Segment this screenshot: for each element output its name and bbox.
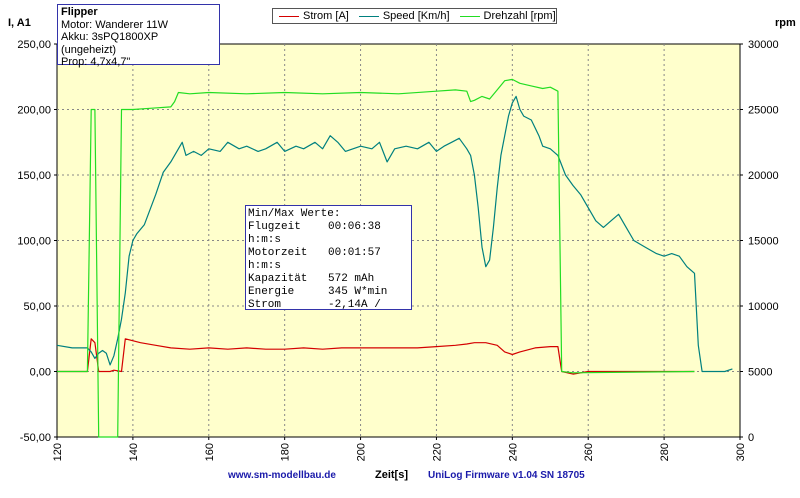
legend-label-drehzahl: Drehzahl [rpm] bbox=[483, 10, 556, 22]
y-tick-label-left: 150,00 bbox=[17, 170, 51, 182]
y-tick-label-right: 0 bbox=[748, 432, 754, 444]
x-tick-label: 140 bbox=[128, 443, 140, 461]
y-tick-label-right: 20000 bbox=[748, 170, 779, 182]
x-tick-label: 300 bbox=[735, 443, 747, 461]
stats-value: 00:06:38 bbox=[328, 221, 381, 233]
legend-label-speed: Speed [Km/h] bbox=[382, 10, 450, 22]
stats-label: h:m:s bbox=[248, 260, 282, 272]
stats-value: 345 W*min bbox=[328, 286, 388, 298]
stats-label: Motorzeit bbox=[248, 247, 308, 259]
y-tick-label-left: 250,00 bbox=[17, 39, 51, 51]
stats-row: Motorzeit 00:01:57 bbox=[248, 247, 409, 260]
x-tick-label: 240 bbox=[507, 443, 519, 461]
legend-swatch-drehzahl bbox=[459, 15, 480, 17]
legend-swatch-strom bbox=[279, 15, 299, 17]
info-akku: Akku: 3sPQ1800XP (ungeheizt) bbox=[61, 31, 159, 56]
footer-firmware: UniLog Firmware v1.04 SN 18705 bbox=[428, 470, 585, 481]
y-tick-label-left: 100,00 bbox=[17, 236, 51, 248]
y-tick-label-left: 200,00 bbox=[17, 105, 51, 117]
stats-value: -2,14A / bbox=[328, 299, 381, 311]
y-axis-label-right: rpm bbox=[775, 17, 796, 29]
y-tick-label-right: 10000 bbox=[748, 301, 779, 313]
series-group bbox=[56, 78, 733, 438]
x-tick-label: 260 bbox=[583, 443, 595, 461]
x-tick-label: 160 bbox=[204, 443, 216, 461]
x-tick-label: 120 bbox=[52, 443, 64, 461]
legend-item-speed: Speed [Km/h] bbox=[358, 10, 450, 22]
legend-swatch-speed bbox=[358, 15, 379, 17]
stats-label: h:m:s bbox=[248, 234, 282, 246]
stats-label: Flugzeit bbox=[248, 221, 301, 233]
x-tick-label: 280 bbox=[659, 443, 671, 461]
footer-website[interactable]: www.sm-modellbau.de bbox=[228, 470, 336, 481]
y-tick-label-left: 50,00 bbox=[23, 301, 51, 313]
stats-row: Kapazität 572 mAh bbox=[248, 273, 409, 286]
x-tick-label: 180 bbox=[280, 443, 292, 461]
info-prop: Prop: 4,7x4,7" bbox=[61, 56, 131, 68]
legend: Strom [A] Speed [Km/h] Drehzahl [rpm] bbox=[272, 8, 557, 24]
legend-item-drehzahl: Drehzahl [rpm] bbox=[459, 10, 556, 22]
stats-value: 00:01:57 bbox=[328, 247, 381, 259]
series-line-2 bbox=[57, 78, 695, 438]
stats-value: 572 mAh bbox=[328, 273, 375, 285]
tick-labels: -50,00 0,00 50,00 100,00 150,00 200,00 250,00 0… bbox=[17, 39, 778, 461]
stats-title: Min/Max Werte: bbox=[248, 208, 341, 220]
stats-row: h:m:s bbox=[248, 234, 409, 247]
y-tick-label-right: 25000 bbox=[748, 105, 779, 117]
series-line-1 bbox=[56, 95, 733, 373]
y-tick-label-left: 0,00 bbox=[30, 367, 51, 379]
x-axis-label: Zeit[s] bbox=[375, 469, 408, 481]
stats-row: Strom -2,14A / bbox=[248, 299, 409, 312]
y-tick-label-right: 30000 bbox=[748, 39, 779, 51]
series-line-0 bbox=[57, 338, 695, 375]
y-axis-label-left: I, A1 bbox=[8, 17, 31, 29]
stats-row: Flugzeit 00:06:38 bbox=[248, 221, 409, 234]
legend-item-strom: Strom [A] bbox=[279, 10, 349, 22]
legend-label-strom: Strom [A] bbox=[303, 10, 349, 22]
y-tick-label-left: -50,00 bbox=[20, 432, 51, 444]
y-tick-label-right: 15000 bbox=[748, 236, 779, 248]
x-tick-label: 200 bbox=[356, 443, 368, 461]
y-tick-label-right: 5000 bbox=[748, 367, 772, 379]
stats-label: Kapazität bbox=[248, 273, 308, 285]
stats-label: Energie bbox=[248, 286, 295, 298]
stats-label: Strom bbox=[248, 299, 282, 311]
stats-box: Min/Max Werte: Flugzeit 00:06:38 h:m:s Mo… bbox=[245, 205, 412, 312]
info-box: Flipper Motor: Wanderer 11W Akku: 3sPQ18… bbox=[57, 4, 220, 68]
x-tick-label: 220 bbox=[431, 443, 443, 461]
info-title: Flipper bbox=[61, 6, 98, 18]
stats-row: h:m:s bbox=[248, 260, 409, 273]
stats-row: Energie 345 W*min bbox=[248, 286, 409, 299]
info-motor: Motor: Wanderer 11W bbox=[61, 18, 168, 31]
